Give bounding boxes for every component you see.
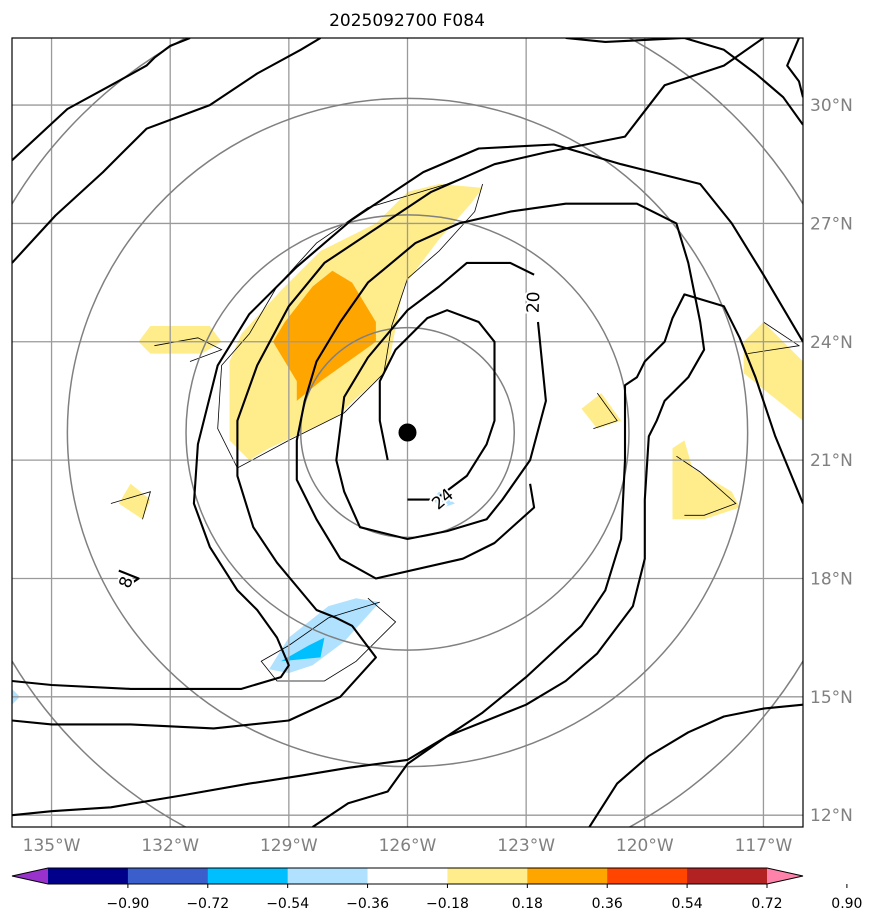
range-ring-1: [185, 214, 630, 651]
shaded-region-3: [118, 483, 151, 520]
colorbar-label-6: 0.36: [592, 896, 623, 912]
lon-tick-label-3: 126°W: [379, 836, 437, 856]
colorbar-segment-2: [207, 868, 289, 884]
colorbar-label-3: −0.36: [346, 896, 389, 912]
contour-line-10: [118, 569, 140, 588]
shaded-region-1: [273, 270, 376, 401]
outline-contour-5: [747, 321, 801, 354]
lon-tick-label-1: 132°W: [141, 836, 199, 856]
colorbar-segment-1: [127, 868, 209, 884]
lon-tick-label-2: 129°W: [260, 836, 318, 856]
outline-contour-4: [676, 455, 737, 516]
colorbar-segment-6: [527, 868, 608, 884]
outline-contour-6: [260, 597, 397, 682]
lat-tick-label-5: 27°N: [810, 214, 853, 234]
colorbar-label-2: −0.54: [266, 896, 309, 912]
contour-line-5: [12, 143, 803, 690]
lon-tick-label-4: 123°W: [497, 836, 555, 856]
lat-tick-label-2: 18°N: [810, 569, 853, 589]
range-rings: [12, 38, 803, 827]
lat-tick-label-3: 21°N: [810, 451, 853, 471]
shaded-region-8: [280, 637, 325, 662]
colorbar: −0.90 −0.72 −0.54 −0.36 −0.18 0.18 0.36 0.54 0.7…: [11, 867, 862, 912]
contour-line-9: [312, 293, 803, 827]
colorbar-segment-0: [48, 868, 129, 884]
shaded-fields: [12, 184, 803, 705]
contour-line-6: [588, 703, 803, 827]
colorbar-segment-7: [607, 868, 688, 884]
plot-frame: [11, 37, 804, 828]
outline-contour-2: [110, 491, 151, 520]
contour-line-0: [378, 309, 496, 501]
colorbar-segment-3: [287, 868, 369, 884]
colorbar-label-8: 0.72: [751, 896, 782, 912]
lon-tick-label-6: 117°W: [735, 836, 793, 856]
shaded-region-2: [138, 326, 222, 354]
colorbar-segment-5: [447, 868, 528, 884]
lon-tick-label-0: 135°W: [23, 836, 81, 856]
longitude-tick-labels: 135°W 132°W 129°W 126°W 123°W 120°W 117°W: [23, 836, 793, 856]
contour-line-8: [565, 38, 803, 126]
contour-line-2: [12, 202, 706, 817]
colorbar-segment-8: [687, 868, 768, 884]
range-ring-2: [66, 97, 749, 768]
shaded-region-6: [743, 322, 803, 421]
colorbar-segment-4: [367, 868, 448, 884]
contour-line-11: [786, 38, 803, 98]
colorbar-label-9: 0.90: [831, 896, 862, 912]
latitude-tick-labels: 12°N 15°N 18°N 21°N 24°N 27°N 30°N: [810, 96, 853, 826]
lat-tick-label-1: 15°N: [810, 688, 853, 708]
colorbar-label-1: −0.72: [186, 896, 229, 912]
contour-line-4: [12, 38, 191, 162]
lat-tick-label-0: 12°N: [810, 806, 853, 826]
gridlines: [12, 38, 803, 827]
black-contours: [12, 38, 803, 827]
colorbar-label-7: 0.54: [672, 896, 703, 912]
storm-center-dot: [398, 423, 417, 442]
lon-tick-label-5: 120°W: [616, 836, 674, 856]
contour-label-0: 20: [524, 291, 545, 313]
colorbar-label-4: −0.18: [426, 896, 469, 912]
contour-line-3: [12, 38, 765, 730]
shaded-region-4: [581, 393, 622, 429]
chart-title: 2025092700 F084: [329, 11, 485, 31]
lat-tick-label-6: 30°N: [810, 96, 853, 116]
colorbar-outline: [11, 867, 804, 885]
colorbar-label-0: −0.90: [106, 896, 149, 912]
colorbar-extend-low: [12, 868, 48, 884]
contour-line-1: [335, 261, 547, 541]
range-ring-0: [299, 326, 516, 539]
shaded-region-9: [431, 491, 455, 508]
colorbar-label-5: 0.18: [512, 896, 543, 912]
contour-line-7: [12, 38, 322, 264]
outline-contour-3: [593, 392, 618, 429]
lat-tick-label-4: 24°N: [810, 333, 853, 353]
colorbar-extend-high: [767, 868, 803, 884]
